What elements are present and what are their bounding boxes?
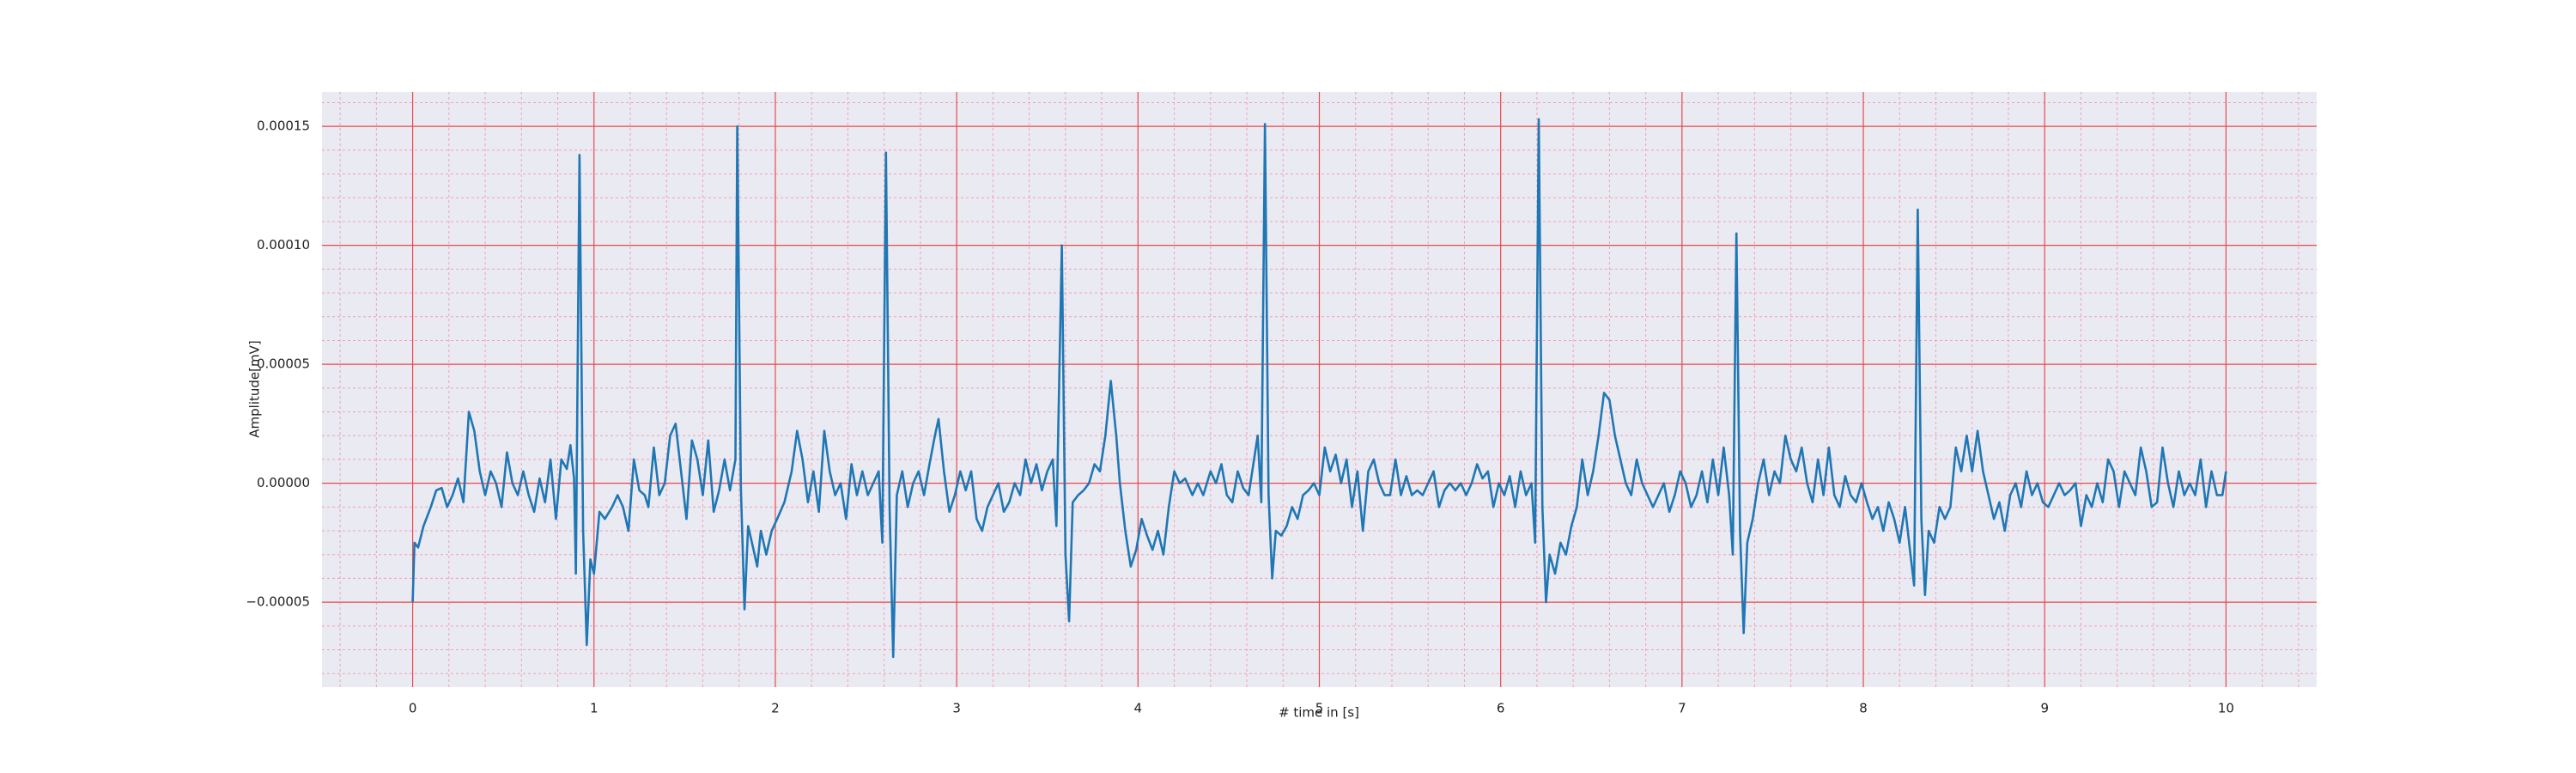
x-tick-label: 4 [1134, 701, 1143, 716]
y-tick-label: 0.00015 [257, 119, 310, 134]
x-tick-label: 7 [1678, 701, 1686, 716]
x-tick-label: 5 [1315, 701, 1324, 716]
y-tick-label: 0.00005 [257, 356, 310, 372]
x-tick-label: 1 [590, 701, 598, 716]
x-tick-label: 3 [952, 701, 961, 716]
y-tick-label: 0.00010 [257, 237, 310, 253]
x-tick-label: 0 [409, 701, 417, 716]
y-tick-label: 0.00000 [257, 475, 310, 490]
x-tick-label: 9 [2040, 701, 2049, 716]
x-tick-label: 2 [771, 701, 780, 716]
x-tick-label: 10 [2218, 701, 2234, 716]
x-tick-label: 8 [1859, 701, 1868, 716]
y-axis-label: Amplitude[mV] [247, 340, 263, 437]
signal-line [411, 118, 2227, 659]
x-axis-label: # time in [s] [1279, 705, 1359, 721]
y-tick-label: −0.00005 [246, 594, 310, 610]
x-tick-label: 6 [1497, 701, 1505, 716]
